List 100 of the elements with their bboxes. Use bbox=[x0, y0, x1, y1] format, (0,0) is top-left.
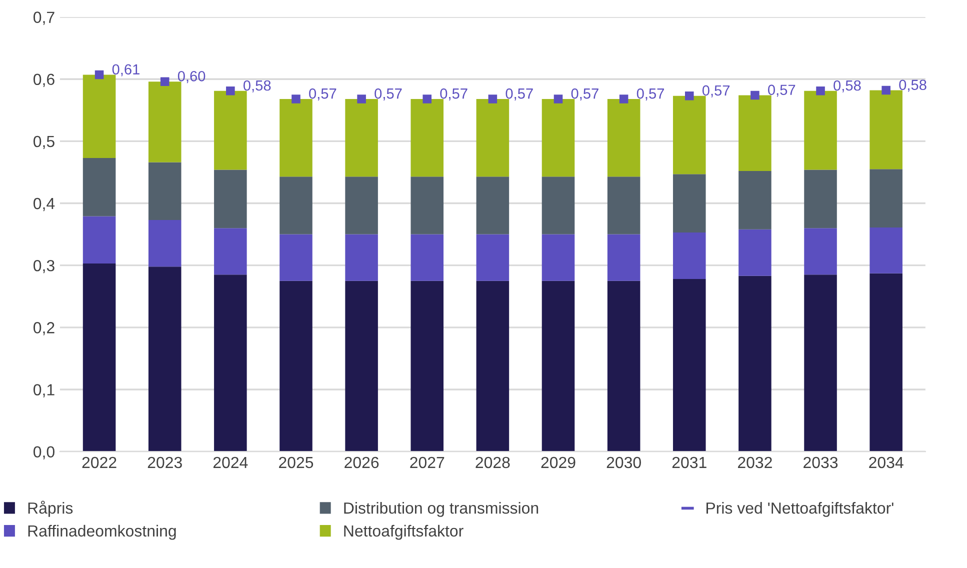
point bbox=[94, 70, 104, 80]
legend-label: Raffinadeomkostning bbox=[28, 524, 176, 540]
y-tick-label: 0,4 bbox=[34, 198, 55, 212]
bar bbox=[280, 280, 312, 452]
x-tick-label: 2034 bbox=[869, 456, 904, 468]
bar bbox=[672, 174, 706, 232]
data-label: 0,57 bbox=[571, 88, 598, 100]
point bbox=[750, 90, 760, 100]
bar bbox=[542, 98, 575, 177]
bar bbox=[804, 228, 837, 275]
bar bbox=[607, 98, 640, 177]
bar bbox=[607, 234, 640, 281]
x-tick-label: 2026 bbox=[344, 456, 379, 468]
bar bbox=[82, 74, 116, 158]
bar bbox=[542, 280, 575, 452]
bar bbox=[82, 158, 116, 216]
x-tick-label: 2024 bbox=[213, 456, 248, 468]
bar bbox=[476, 234, 510, 281]
point bbox=[619, 94, 628, 104]
bar bbox=[738, 229, 772, 276]
bar bbox=[870, 169, 902, 228]
x-tick-label: 2029 bbox=[541, 456, 576, 468]
data-label: 0,57 bbox=[506, 88, 533, 100]
bar bbox=[607, 280, 640, 452]
bar bbox=[476, 280, 510, 452]
data-label: 0,60 bbox=[178, 71, 206, 84]
x-tick-label: 2028 bbox=[476, 456, 510, 468]
point bbox=[554, 94, 563, 104]
bar bbox=[870, 227, 902, 274]
bar bbox=[542, 234, 575, 281]
data-label: 0,58 bbox=[243, 80, 271, 92]
bar bbox=[672, 278, 706, 452]
point bbox=[292, 94, 300, 104]
point bbox=[816, 86, 825, 96]
bar bbox=[82, 216, 116, 264]
point bbox=[488, 94, 498, 104]
bar bbox=[870, 90, 902, 170]
bar bbox=[672, 232, 706, 279]
x-tick-label: 2027 bbox=[410, 456, 444, 468]
data-label: 0,57 bbox=[768, 84, 796, 97]
x-tick-label: 2033 bbox=[804, 456, 838, 468]
x-tick-label: 2022 bbox=[82, 456, 116, 468]
bar bbox=[738, 276, 772, 452]
data-label: 0,58 bbox=[834, 80, 861, 92]
bar bbox=[148, 162, 182, 220]
legend-label: Distribution og transmission bbox=[344, 502, 538, 517]
bar bbox=[804, 274, 837, 452]
x-tick-label: 2023 bbox=[148, 456, 182, 468]
data-label: 0,61 bbox=[112, 64, 140, 76]
bar bbox=[148, 266, 182, 452]
point bbox=[684, 91, 694, 100]
x-tick-label: 2032 bbox=[738, 456, 772, 468]
bar bbox=[214, 228, 247, 275]
x-tick-label: 2025 bbox=[279, 456, 314, 468]
bar bbox=[870, 273, 902, 452]
bar bbox=[280, 234, 312, 281]
point bbox=[160, 77, 170, 86]
bar bbox=[672, 96, 706, 174]
bar bbox=[214, 274, 247, 452]
bar bbox=[82, 263, 116, 452]
y-tick-label: 0,5 bbox=[34, 136, 54, 150]
data-label: 0,58 bbox=[899, 80, 926, 92]
bar bbox=[410, 98, 444, 177]
point bbox=[882, 86, 890, 95]
bar bbox=[345, 98, 378, 177]
bar bbox=[148, 220, 182, 267]
y-tick-label: 0,3 bbox=[34, 260, 54, 274]
bar bbox=[280, 176, 312, 234]
bar bbox=[280, 98, 312, 177]
bar bbox=[345, 234, 378, 281]
bar bbox=[410, 234, 444, 281]
y-tick-label: 0,6 bbox=[34, 74, 54, 87]
bar bbox=[410, 176, 444, 234]
bar bbox=[542, 176, 575, 234]
bar bbox=[476, 98, 510, 177]
legend-label: Råpris bbox=[28, 500, 73, 517]
y-tick-label: 0,1 bbox=[34, 384, 54, 398]
bar bbox=[476, 176, 510, 234]
y-tick-label: 0,7 bbox=[34, 12, 54, 25]
data-label: 0,57 bbox=[374, 88, 402, 100]
bar bbox=[607, 176, 640, 234]
point bbox=[226, 86, 235, 96]
bar bbox=[345, 176, 378, 234]
bar bbox=[738, 95, 772, 171]
bar bbox=[345, 280, 378, 452]
bar bbox=[214, 170, 247, 228]
y-tick-label: 0,2 bbox=[34, 322, 54, 336]
bar bbox=[148, 82, 182, 162]
data-label: 0,57 bbox=[309, 88, 336, 100]
bar bbox=[804, 170, 837, 228]
bar bbox=[738, 170, 772, 230]
data-label: 0,57 bbox=[636, 88, 664, 100]
y-tick-label: 0,0 bbox=[34, 446, 54, 460]
x-tick-label: 2031 bbox=[672, 456, 706, 468]
legend-label: Pris ved 'Nettoafgiftsfaktor' bbox=[706, 502, 894, 517]
bar bbox=[804, 90, 837, 170]
data-label: 0,57 bbox=[440, 88, 468, 100]
bar bbox=[410, 280, 444, 452]
point bbox=[357, 94, 366, 104]
point bbox=[422, 94, 432, 104]
